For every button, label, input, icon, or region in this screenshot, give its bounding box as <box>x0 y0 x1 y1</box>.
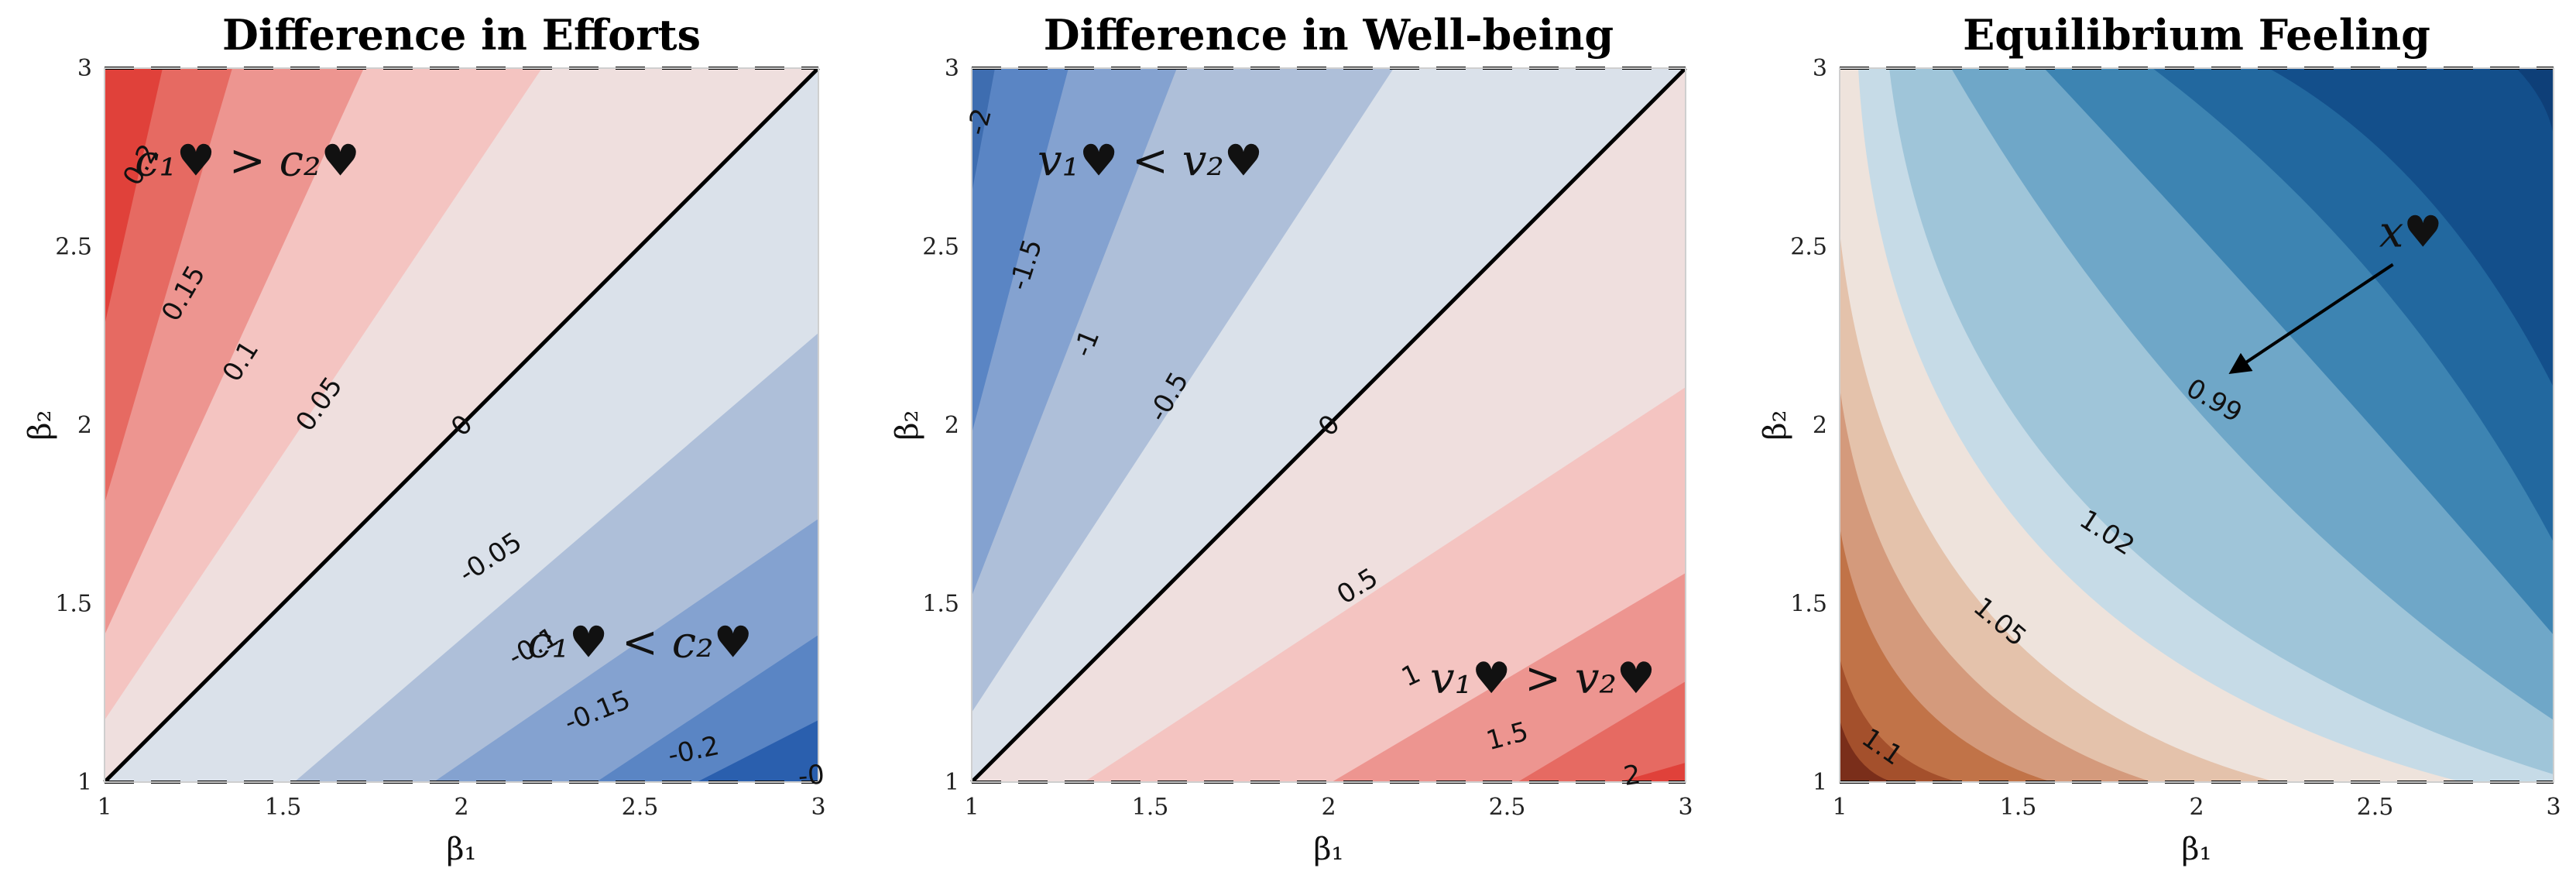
region-neg-15 <box>972 68 1068 434</box>
y-tick-label: 3 <box>945 55 959 82</box>
zero-diagonal <box>970 67 1687 784</box>
region-annotation: x♥ <box>2379 208 2443 258</box>
y-tick-label: 2 <box>77 412 92 439</box>
x-tick-label: 1 <box>964 794 979 821</box>
band-3 <box>1840 387 2152 782</box>
x-tick-label: 2 <box>2189 794 2204 821</box>
x-tick-label: 1.5 <box>265 794 302 821</box>
region-pos-20 <box>1618 763 1686 782</box>
x-tick-label: 2 <box>454 794 468 821</box>
y-axis-label: β₂ <box>890 410 925 440</box>
band-4 <box>1840 232 2276 782</box>
x-tick-label: 2.5 <box>2357 794 2394 821</box>
x-tick-label: 3 <box>811 794 825 821</box>
x-tick-label: 3 <box>2546 794 2561 821</box>
contour-fill <box>1840 68 2554 782</box>
y-tick-label: 2.5 <box>55 234 92 261</box>
chart-title: Difference in Efforts <box>222 10 701 60</box>
region-pos-10 <box>1332 573 1686 782</box>
region-neg-020 <box>697 720 818 782</box>
band-5 <box>1840 68 2462 782</box>
x-tick-label: 1.5 <box>1132 794 1169 821</box>
y-tick-label: 2 <box>1813 412 1827 439</box>
y-tick-label: 1 <box>1813 769 1827 796</box>
region-annotation: v₁♥ > v₂♥ <box>1430 654 1655 704</box>
y-tick-label: 1.5 <box>55 591 92 618</box>
panel-feeling <box>1839 67 2554 784</box>
y-tick-label: 3 <box>77 55 92 82</box>
panel-efforts <box>103 67 820 784</box>
chart-title: Difference in Well-being <box>1044 10 1614 60</box>
x-tick-label: 3 <box>1678 794 1693 821</box>
x-tick-label: 1.5 <box>2000 794 2037 821</box>
y-tick-label: 1.5 <box>922 591 959 618</box>
y-tick-label: 3 <box>1813 55 1827 82</box>
panel-wellbeing <box>970 67 1687 784</box>
y-tick-label: 1.5 <box>1790 591 1827 618</box>
contour-label: -0 <box>797 759 825 792</box>
x-axis-label: β₁ <box>1313 832 1343 867</box>
region-neg-015 <box>596 635 818 782</box>
y-tick-label: 1 <box>945 769 959 796</box>
region-annotation: c₁♥ > c₂♥ <box>135 136 360 186</box>
y-tick-label: 2.5 <box>922 234 959 261</box>
y-tick-label: 2 <box>945 412 959 439</box>
axes-frame <box>1839 67 2554 783</box>
x-tick-label: 2 <box>1321 794 1336 821</box>
x-tick-label: 2.5 <box>1489 794 1526 821</box>
y-axis-label: β₂ <box>22 410 58 440</box>
band-2 <box>1840 527 2052 782</box>
band-0 <box>1840 720 1893 782</box>
zero-diagonal <box>103 67 820 784</box>
y-axis-label: β₂ <box>1758 410 1793 440</box>
chart-title: Equilibrium Feeling <box>1963 10 2430 60</box>
region-neg-20 <box>972 68 995 194</box>
y-tick-label: 1 <box>77 769 92 796</box>
x-axis-label: β₁ <box>2181 832 2211 867</box>
x-axis-label: β₁ <box>446 832 476 867</box>
axes-frame <box>971 67 1686 783</box>
region-pos-15 <box>1518 681 1686 782</box>
x-tick-label: 2.5 <box>622 794 659 821</box>
region-pos-020 <box>105 68 163 325</box>
band-1 <box>1840 658 1959 782</box>
x-tick-label: 1 <box>97 794 111 821</box>
arrow <box>2228 262 2394 374</box>
region-annotation: c₁♥ < c₂♥ <box>527 618 753 668</box>
axes-frame <box>104 67 819 783</box>
y-tick-label: 2.5 <box>1790 234 1827 261</box>
x-tick-label: 1 <box>1832 794 1847 821</box>
region-annotation: v₁♥ < v₂♥ <box>1038 136 1263 186</box>
